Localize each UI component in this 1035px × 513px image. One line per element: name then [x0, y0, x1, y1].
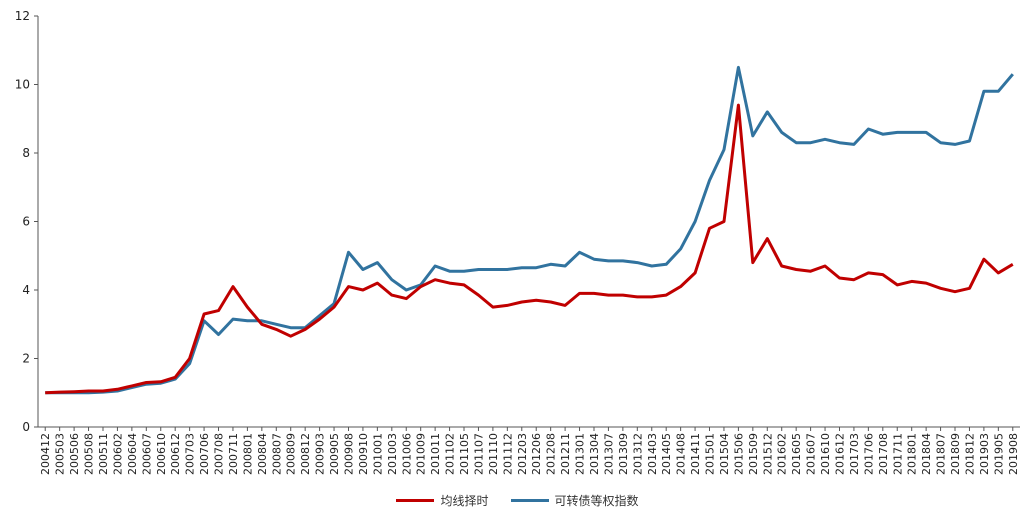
x-tick-label: 201804 — [920, 433, 933, 475]
y-axis-ticks: 0 2 4 6 8 10 12 — [15, 9, 38, 434]
x-tick-label: 200711 — [227, 433, 240, 475]
x-tick-label: 201706 — [862, 433, 875, 475]
x-tick-label: 201411 — [689, 433, 702, 475]
x-tick-label: 201607 — [805, 433, 818, 475]
x-tick-label: 200412 — [39, 433, 52, 475]
x-tick-label: 201807 — [935, 433, 948, 475]
x-tick-label: 201403 — [646, 433, 659, 475]
x-tick-label: 200706 — [198, 433, 211, 475]
x-tick-label: 201203 — [516, 433, 529, 475]
x-tick-label: 200908 — [342, 433, 355, 475]
x-tick-label: 200905 — [328, 433, 341, 475]
x-tick-label: 201309 — [617, 433, 630, 475]
x-tick-label: 200812 — [299, 433, 312, 475]
x-tick-label: 201102 — [444, 433, 457, 475]
x-axis-ticks: 200412 200503 200506 200508 200511 200602 2006… — [39, 427, 1020, 475]
x-tick-label: 201110 — [487, 433, 500, 475]
x-tick-label: 200804 — [256, 433, 269, 475]
x-tick-label: 201107 — [472, 433, 485, 475]
series-line-1 — [45, 103, 1014, 395]
x-tick-label: 200910 — [357, 433, 370, 475]
x-tick-label: 201512 — [761, 433, 774, 475]
x-tick-label: 201602 — [776, 433, 789, 475]
x-tick-label: 201208 — [545, 433, 558, 475]
x-tick-label: 201908 — [1007, 433, 1020, 475]
series-lines — [45, 65, 1014, 395]
x-tick-label: 200612 — [169, 433, 182, 475]
x-tick-label: 200703 — [184, 433, 197, 475]
x-tick-label: 201703 — [848, 433, 861, 475]
x-tick-label: 201003 — [386, 433, 399, 475]
x-tick-label: 201211 — [559, 433, 572, 475]
legend-item-series-1: 均线择时 — [396, 492, 489, 509]
x-tick-label: 201501 — [704, 433, 717, 475]
x-tick-label: 201711 — [891, 433, 904, 475]
x-tick-label: 201610 — [819, 433, 832, 475]
x-tick-label: 201504 — [718, 433, 731, 475]
x-tick-label: 201905 — [992, 433, 1005, 475]
x-tick-label: 200610 — [155, 433, 168, 475]
chart-legend: 均线择时 可转债等权指数 — [0, 492, 1035, 509]
x-tick-label: 201112 — [501, 433, 514, 475]
x-tick-label: 201105 — [458, 433, 471, 475]
x-tick-label: 200511 — [97, 433, 110, 475]
y-tick-label: 6 — [22, 215, 30, 229]
x-tick-label: 201809 — [949, 433, 962, 475]
x-tick-label: 201001 — [371, 433, 384, 475]
legend-label-series-2: 可转债等权指数 — [554, 494, 639, 508]
legend-swatch-series-2 — [510, 499, 549, 502]
legend-item-series-2: 可转债等权指数 — [510, 492, 639, 509]
legend-label-series-1: 均线择时 — [440, 494, 489, 508]
x-tick-label: 200807 — [270, 433, 283, 475]
y-tick-label: 12 — [15, 9, 30, 23]
x-tick-label: 201009 — [415, 433, 428, 475]
x-tick-label: 201506 — [732, 433, 745, 475]
x-tick-label: 201708 — [877, 433, 890, 475]
x-tick-label: 200602 — [111, 433, 124, 475]
x-tick-label: 201408 — [675, 433, 688, 475]
x-tick-label: 201812 — [963, 433, 976, 475]
x-tick-label: 201307 — [602, 433, 615, 475]
y-tick-label: 2 — [22, 352, 30, 366]
x-tick-label: 200708 — [213, 433, 226, 475]
x-tick-label: 201801 — [906, 433, 919, 475]
x-tick-label: 200508 — [83, 433, 96, 475]
line-chart: 0 2 4 6 8 10 12 200412 200503 200506 200508 200511… — [15, 9, 1020, 475]
x-tick-label: 200809 — [285, 433, 298, 475]
x-tick-label: 200607 — [140, 433, 153, 475]
legend-swatch-series-1 — [396, 499, 435, 502]
x-tick-label: 201903 — [978, 433, 991, 475]
x-tick-label: 201312 — [631, 433, 644, 475]
x-tick-label: 201509 — [747, 433, 760, 475]
y-tick-label: 0 — [22, 420, 30, 434]
x-tick-label: 200506 — [68, 433, 81, 475]
x-tick-label: 201006 — [400, 433, 413, 475]
x-tick-label: 201405 — [660, 433, 673, 475]
x-tick-label: 200604 — [126, 433, 139, 475]
x-tick-label: 201206 — [530, 433, 543, 475]
y-tick-label: 8 — [22, 146, 30, 160]
series-line-2 — [45, 65, 1014, 395]
x-tick-label: 200903 — [314, 433, 327, 475]
y-tick-label: 4 — [22, 283, 30, 297]
y-tick-label: 10 — [15, 78, 30, 92]
x-tick-label: 201304 — [588, 433, 601, 475]
x-tick-label: 200801 — [241, 433, 254, 475]
x-tick-label: 201011 — [429, 433, 442, 475]
x-tick-label: 201301 — [574, 433, 587, 475]
x-tick-label: 201612 — [833, 433, 846, 475]
x-tick-label: 200503 — [54, 433, 67, 475]
x-tick-label: 201605 — [790, 433, 803, 475]
